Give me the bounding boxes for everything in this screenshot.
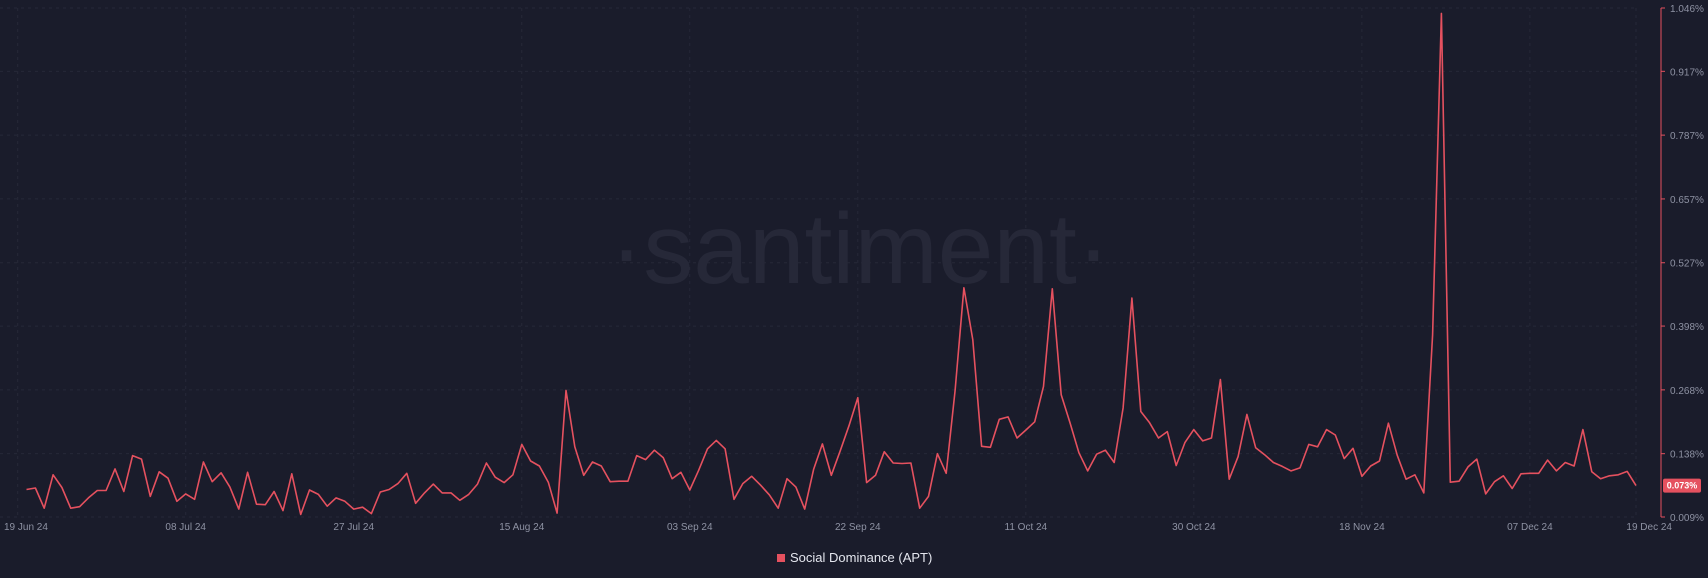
x-tick-label: 30 Oct 24 [1172,522,1216,533]
x-tick-label: 15 Aug 24 [499,522,544,533]
x-tick-label: 11 Oct 24 [1005,522,1048,533]
y-tick-label: 0.917% [1670,67,1704,78]
x-tick-label: 07 Dec 24 [1507,522,1553,533]
latest-value-badge: 0.073% [1663,478,1701,493]
grid-lines [0,7,1637,518]
latest-value-badge-text: 0.073% [1667,481,1698,491]
x-tick-label: 27 Jul 24 [333,522,374,533]
y-tick-label: 0.398% [1670,322,1704,333]
y-tick-label: 0.009% [1670,513,1704,524]
x-tick-label: 18 Nov 24 [1339,522,1385,533]
y-tick-label: 0.787% [1670,131,1704,142]
x-tick-label: 03 Sep 24 [667,522,713,533]
legend[interactable]: Social Dominance (APT) [777,550,932,565]
y-tick-label: 1.046% [1670,4,1704,15]
y-axis-ticks: 0.009% 0.138% 0.268% 0.398% 0.527% 0.657% 0.78… [1661,4,1704,524]
x-tick-label: 19 Dec 24 [1626,522,1672,533]
legend-swatch[interactable] [777,554,785,562]
y-tick-label: 0.268% [1670,386,1704,397]
y-tick-label: 0.138% [1670,450,1704,461]
series-line [26,12,1637,516]
santiment-watermark: ·santiment· [610,193,1110,305]
x-tick-label: 22 Sep 24 [835,522,881,533]
x-tick-label: 19 Jun 24 [4,522,48,533]
latest-value-badge-bg [1663,478,1701,493]
x-axis-ticks: 19 Jun 24 08 Jul 24 27 Jul 24 15 Aug 24 03 S… [4,522,1672,533]
x-tick-label: 08 Jul 24 [165,522,206,533]
legend-label[interactable]: Social Dominance (APT) [790,550,932,565]
y-tick-label: 0.527% [1670,259,1704,270]
y-tick-label: 0.657% [1670,195,1704,206]
series-layer [26,12,1637,516]
